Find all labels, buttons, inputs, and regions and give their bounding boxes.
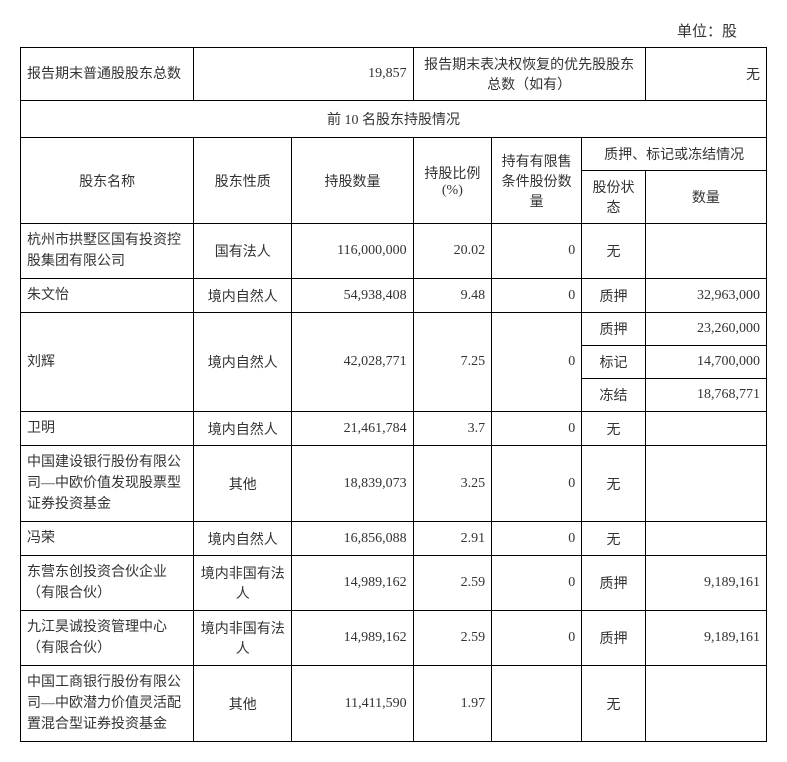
- pledge-status: 无: [582, 522, 646, 556]
- shares-percent: 7.25: [413, 313, 492, 412]
- shareholder-name: 东营东创投资合伙企业（有限合伙）: [21, 556, 194, 611]
- shareholder-name: 杭州市拱墅区国有投资控股集团有限公司: [21, 224, 194, 279]
- pledge-status: 无: [582, 446, 646, 522]
- shares-percent: 20.02: [413, 224, 492, 279]
- restricted-quantity: 0: [492, 412, 582, 446]
- shareholder-name: 冯荣: [21, 522, 194, 556]
- pledge-status: 标记: [582, 346, 646, 379]
- shareholder-table: 报告期末普通股股东总数 19,857 报告期末表决权恢复的优先股股东总数（如有）…: [20, 47, 767, 742]
- shares-quantity: 14,989,162: [292, 556, 413, 611]
- shares-percent: 2.59: [413, 556, 492, 611]
- summary-label-1: 报告期末普通股股东总数: [21, 48, 194, 101]
- restricted-quantity: 0: [492, 611, 582, 666]
- summary-row: 报告期末普通股股东总数 19,857 报告期末表决权恢复的优先股股东总数（如有）…: [21, 48, 767, 101]
- summary-value-2: 无: [645, 48, 766, 101]
- data-row: 九江昊诚投资管理中心（有限合伙）境内非国有法人14,989,1622.590质押…: [21, 611, 767, 666]
- shareholder-nature: 其他: [194, 666, 292, 742]
- shares-percent: 1.97: [413, 666, 492, 742]
- shares-quantity: 21,461,784: [292, 412, 413, 446]
- shares-quantity: 116,000,000: [292, 224, 413, 279]
- shareholder-nature: 境内非国有法人: [194, 611, 292, 666]
- data-row: 卫明境内自然人21,461,7843.70无: [21, 412, 767, 446]
- summary-label-2: 报告期末表决权恢复的优先股股东总数（如有）: [413, 48, 645, 101]
- subtitle: 前 10 名股东持股情况: [21, 101, 767, 138]
- shareholder-nature: 境内非国有法人: [194, 556, 292, 611]
- header-name: 股东名称: [21, 138, 194, 224]
- shareholder-name: 朱文怡: [21, 279, 194, 313]
- pledge-quantity: 9,189,161: [645, 611, 766, 666]
- restricted-quantity: 0: [492, 279, 582, 313]
- shares-quantity: 16,856,088: [292, 522, 413, 556]
- pledge-status: 质押: [582, 313, 646, 346]
- shareholder-nature: 境内自然人: [194, 313, 292, 412]
- header-restricted: 持有有限售条件股份数量: [492, 138, 582, 224]
- data-row: 东营东创投资合伙企业（有限合伙）境内非国有法人14,989,1622.590质押…: [21, 556, 767, 611]
- pledge-quantity: [645, 412, 766, 446]
- pledge-quantity: 9,189,161: [645, 556, 766, 611]
- restricted-quantity: 0: [492, 556, 582, 611]
- shareholder-nature: 国有法人: [194, 224, 292, 279]
- subtitle-row: 前 10 名股东持股情况: [21, 101, 767, 138]
- pledge-status: 无: [582, 224, 646, 279]
- pledge-quantity: 18,768,771: [645, 379, 766, 412]
- data-row: 中国工商银行股份有限公司—中欧潜力价值灵活配置混合型证券投资基金其他11,411…: [21, 666, 767, 742]
- header-status: 股份状态: [582, 171, 646, 224]
- restricted-quantity: 0: [492, 224, 582, 279]
- pledge-quantity: 14,700,000: [645, 346, 766, 379]
- header-pledge-group: 质押、标记或冻结情况: [582, 138, 767, 171]
- header-pledge-qty: 数量: [645, 171, 766, 224]
- pledge-status: 质押: [582, 611, 646, 666]
- shareholder-nature: 境内自然人: [194, 279, 292, 313]
- header-percent: 持股比例(%): [413, 138, 492, 224]
- data-row: 杭州市拱墅区国有投资控股集团有限公司国有法人116,000,00020.020无: [21, 224, 767, 279]
- shares-quantity: 42,028,771: [292, 313, 413, 412]
- shareholder-name: 中国工商银行股份有限公司—中欧潜力价值灵活配置混合型证券投资基金: [21, 666, 194, 742]
- pledge-quantity: [645, 446, 766, 522]
- restricted-quantity: [492, 666, 582, 742]
- data-row: 中国建设银行股份有限公司—中欧价值发现股票型证券投资基金其他18,839,073…: [21, 446, 767, 522]
- pledge-quantity: 23,260,000: [645, 313, 766, 346]
- shares-quantity: 14,989,162: [292, 611, 413, 666]
- header-quantity: 持股数量: [292, 138, 413, 224]
- shares-percent: 2.91: [413, 522, 492, 556]
- restricted-quantity: 0: [492, 313, 582, 412]
- pledge-status: 质押: [582, 556, 646, 611]
- pledge-status: 冻结: [582, 379, 646, 412]
- shares-percent: 3.25: [413, 446, 492, 522]
- shares-quantity: 11,411,590: [292, 666, 413, 742]
- shareholder-nature: 境内自然人: [194, 522, 292, 556]
- pledge-status: 质押: [582, 279, 646, 313]
- summary-value-1: 19,857: [194, 48, 413, 101]
- shares-percent: 9.48: [413, 279, 492, 313]
- pledge-quantity: [645, 522, 766, 556]
- data-row: 冯荣境内自然人16,856,0882.910无: [21, 522, 767, 556]
- pledge-quantity: [645, 224, 766, 279]
- unit-label: 单位：股: [20, 20, 767, 41]
- shares-quantity: 54,938,408: [292, 279, 413, 313]
- header-nature: 股东性质: [194, 138, 292, 224]
- shareholder-nature: 其他: [194, 446, 292, 522]
- data-row: 朱文怡境内自然人54,938,4089.480质押32,963,000: [21, 279, 767, 313]
- shareholder-name: 中国建设银行股份有限公司—中欧价值发现股票型证券投资基金: [21, 446, 194, 522]
- header-row-1: 股东名称 股东性质 持股数量 持股比例(%) 持有有限售条件股份数量 质押、标记…: [21, 138, 767, 171]
- pledge-status: 无: [582, 666, 646, 742]
- shareholder-name: 刘辉: [21, 313, 194, 412]
- restricted-quantity: 0: [492, 522, 582, 556]
- data-row: 刘辉境内自然人42,028,7717.250质押23,260,000: [21, 313, 767, 346]
- shares-quantity: 18,839,073: [292, 446, 413, 522]
- shareholder-nature: 境内自然人: [194, 412, 292, 446]
- shareholder-name: 九江昊诚投资管理中心（有限合伙）: [21, 611, 194, 666]
- pledge-status: 无: [582, 412, 646, 446]
- shares-percent: 3.7: [413, 412, 492, 446]
- restricted-quantity: 0: [492, 446, 582, 522]
- shares-percent: 2.59: [413, 611, 492, 666]
- pledge-quantity: [645, 666, 766, 742]
- shareholder-name: 卫明: [21, 412, 194, 446]
- pledge-quantity: 32,963,000: [645, 279, 766, 313]
